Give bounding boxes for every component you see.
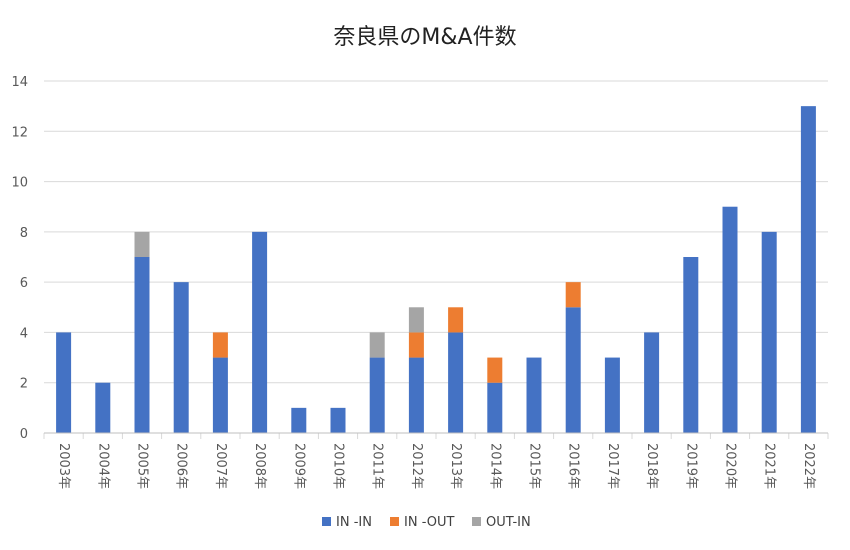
y-axis: 0 2 4 6 8 10 12 14 <box>11 75 28 442</box>
x-tick-label: 2013年 <box>448 443 463 489</box>
x-tick-label: 2020年 <box>723 443 738 489</box>
bar-in-in-2020年 <box>722 206 738 433</box>
bar-in-in-2012年 <box>408 357 424 433</box>
bar-in-in-2007年 <box>212 357 228 433</box>
chart-title: 奈良県のM&A件数 <box>333 25 516 50</box>
bar-in-in-2022年 <box>800 106 816 434</box>
y-tick-label: 14 <box>11 75 28 90</box>
legend-label: OUT-IN <box>486 515 531 530</box>
bar-in-in-2017年 <box>604 357 620 433</box>
bar-out-in-2005年 <box>134 231 150 257</box>
bar-in-in-2008年 <box>252 231 268 433</box>
x-tick-label: 2022年 <box>801 443 816 489</box>
bar-in-in-2015年 <box>526 357 542 433</box>
bar-in-in-2013年 <box>448 332 464 433</box>
bar-in-out-2013年 <box>448 307 464 333</box>
bar-in-out-2012年 <box>408 332 424 358</box>
x-tick-label: 2007年 <box>213 443 228 489</box>
legend-label: IN -OUT <box>404 515 454 530</box>
x-tick-label: 2016年 <box>566 443 581 489</box>
bar-in-in-2018年 <box>644 332 660 433</box>
legend-label: IN -IN <box>336 515 372 530</box>
y-tick-label: 6 <box>20 276 28 291</box>
x-axis: 2003年 2004年 2005年 2006年 2007年 2008年 2009年 2010年… <box>43 432 829 489</box>
bar-in-in-2021年 <box>761 231 777 433</box>
y-tick-label: 12 <box>11 125 28 140</box>
x-tick-label: 2017年 <box>605 443 620 489</box>
bar-in-out-2014年 <box>487 357 503 383</box>
bar-in-in-2019年 <box>683 257 699 433</box>
x-tick-label: 2003年 <box>56 443 71 489</box>
y-tick-label: 10 <box>11 176 28 191</box>
x-tick-label: 2011年 <box>370 443 385 489</box>
bar-in-in-2004年 <box>95 382 111 433</box>
y-tick-label: 4 <box>20 326 28 341</box>
x-tick-label: 2010年 <box>331 443 346 489</box>
plot-area <box>56 106 816 434</box>
bar-in-in-2003年 <box>56 332 72 433</box>
bar-in-in-2005年 <box>134 257 150 433</box>
x-tick-label: 2021年 <box>762 443 777 489</box>
bar-in-in-2016年 <box>565 307 581 433</box>
legend-swatch <box>472 517 481 526</box>
legend: IN -IN IN -OUT OUT-IN <box>322 515 531 530</box>
legend-swatch <box>390 517 399 526</box>
legend-swatch <box>322 517 331 526</box>
bar-in-in-2009年 <box>291 407 307 433</box>
x-tick-label: 2004年 <box>95 443 110 489</box>
x-tick-label: 2014年 <box>487 443 502 489</box>
x-tick-label: 2006年 <box>174 443 189 489</box>
bar-in-out-2007年 <box>212 332 228 358</box>
x-tick-label: 2019年 <box>683 443 698 489</box>
x-tick-label: 2009年 <box>291 443 306 489</box>
y-tick-label: 0 <box>20 427 28 442</box>
y-tick-label: 2 <box>20 377 28 392</box>
x-tick-label: 2012年 <box>409 443 424 489</box>
bar-out-in-2011年 <box>369 332 385 358</box>
bar-in-out-2016年 <box>565 282 581 308</box>
bar-in-in-2010年 <box>330 407 346 433</box>
x-tick-label: 2005年 <box>135 443 150 489</box>
bar-in-in-2006年 <box>173 282 189 433</box>
x-tick-label: 2018年 <box>644 443 659 489</box>
y-tick-label: 8 <box>20 226 28 241</box>
x-tick-label: 2008年 <box>252 443 267 489</box>
x-tick-label: 2015年 <box>527 443 542 489</box>
gridlines <box>44 80 828 434</box>
bar-in-in-2011年 <box>369 357 385 433</box>
bar-out-in-2012年 <box>408 307 424 333</box>
bar-in-in-2014年 <box>487 382 503 433</box>
